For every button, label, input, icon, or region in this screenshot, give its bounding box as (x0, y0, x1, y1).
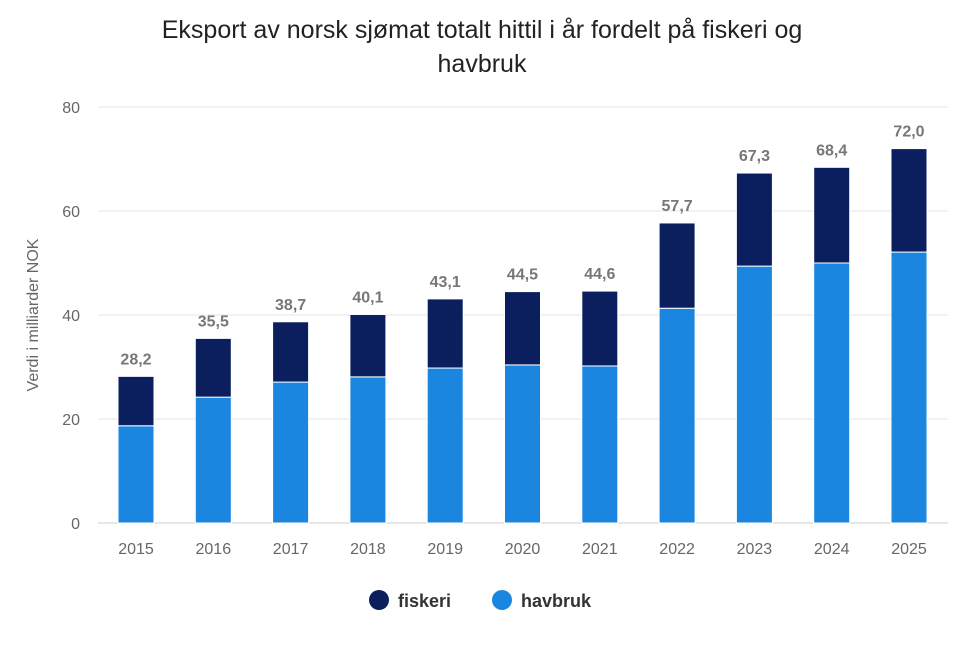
y-tick-label: 20 (62, 412, 80, 429)
legend-marker-havbruk[interactable] (492, 590, 512, 610)
x-tick-label: 2016 (196, 541, 232, 558)
legend-label-fiskeri[interactable]: fiskeri (398, 591, 451, 611)
y-axis-label: Verdi i milliarder NOK (25, 238, 42, 391)
x-tick-label: 2019 (427, 541, 463, 558)
legend: fiskeri havbruk (369, 590, 592, 611)
y-tick-label: 80 (62, 100, 80, 117)
x-tick-label: 2024 (814, 541, 850, 558)
total-label-2019: 43,1 (430, 274, 461, 291)
bar-fiskeri-2025[interactable] (890, 148, 928, 253)
bar-havbruk-2020[interactable] (504, 364, 541, 524)
total-label-2020: 44,5 (507, 267, 538, 284)
bar-havbruk-2015[interactable] (117, 425, 155, 524)
x-tick-label: 2020 (505, 541, 541, 558)
total-label-2021: 44,6 (584, 266, 615, 283)
total-label-2024: 68,4 (816, 142, 847, 159)
x-tick-label: 2021 (582, 541, 618, 558)
legend-label-havbruk[interactable]: havbruk (521, 591, 592, 611)
x-tick-label: 2017 (273, 541, 309, 558)
total-label-2023: 67,3 (739, 148, 770, 165)
bar-fiskeri-2017[interactable] (272, 321, 310, 383)
bar-fiskeri-2021[interactable] (581, 290, 619, 367)
bar-havbruk-2019[interactable] (426, 367, 464, 524)
bar-fiskeri-2022[interactable] (658, 222, 696, 309)
bar-havbruk-2017[interactable] (272, 381, 310, 524)
y-tick-label: 60 (62, 204, 80, 221)
bar-havbruk-2022[interactable] (658, 307, 696, 524)
y-tick-label: 0 (71, 516, 80, 533)
bar-fiskeri-2023[interactable] (735, 172, 773, 267)
total-label-2022: 57,7 (662, 198, 693, 215)
bar-fiskeri-2024[interactable] (813, 166, 851, 264)
x-tick-label: 2015 (118, 541, 154, 558)
bar-havbruk-2023[interactable] (735, 265, 773, 524)
x-tick-label: 2018 (350, 541, 386, 558)
bar-havbruk-2016[interactable] (194, 396, 232, 524)
total-label-2025: 72,0 (893, 124, 924, 141)
total-label-2015: 28,2 (120, 351, 151, 368)
bar-fiskeri-2020[interactable] (504, 291, 541, 366)
bar-fiskeri-2015[interactable] (117, 375, 155, 427)
chart-title-line-2: havbruk (438, 50, 527, 78)
bar-fiskeri-2019[interactable] (426, 298, 464, 369)
x-tick-label: 2025 (891, 541, 927, 558)
total-label-2017: 38,7 (275, 297, 306, 314)
bar-fiskeri-2018[interactable] (349, 313, 387, 378)
x-tick-label: 2022 (659, 541, 695, 558)
bar-havbruk-2025[interactable] (890, 251, 928, 524)
chart-title-line-1: Eksport av norsk sjømat totalt hittil i … (162, 16, 803, 44)
bar-havbruk-2024[interactable] (813, 262, 851, 524)
y-tick-label: 40 (62, 308, 80, 325)
bar-havbruk-2018[interactable] (349, 376, 387, 524)
total-label-2016: 35,5 (198, 313, 229, 330)
legend-marker-fiskeri[interactable] (369, 590, 389, 610)
x-tick-label: 2023 (737, 541, 773, 558)
bar-fiskeri-2016[interactable] (194, 337, 232, 398)
bar-havbruk-2021[interactable] (581, 365, 619, 524)
total-label-2018: 40,1 (352, 289, 383, 306)
